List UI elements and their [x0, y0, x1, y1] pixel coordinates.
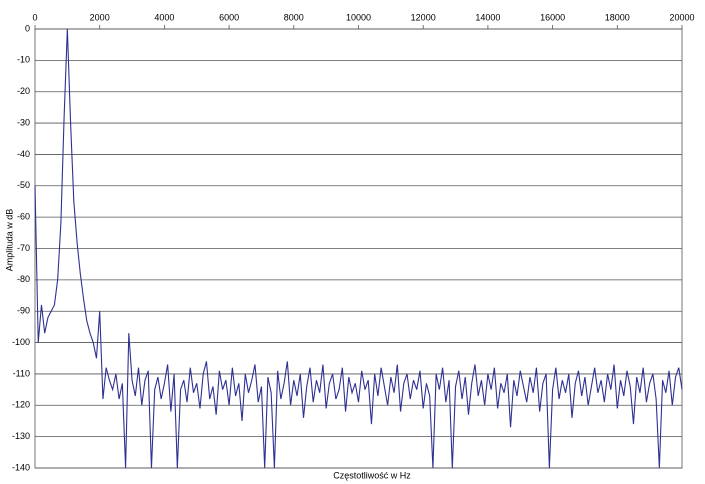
y-tick-label: -10: [17, 55, 30, 65]
y-tick-label: -140: [12, 462, 30, 472]
y-tick-label: -50: [17, 180, 30, 190]
x-tick-label: 2000: [90, 12, 110, 22]
y-tick-label: -60: [17, 212, 30, 222]
y-tick-label: -130: [12, 431, 30, 441]
x-tick-label: 0: [32, 12, 37, 22]
y-tick-label: -70: [17, 243, 30, 253]
y-tick-label: -100: [12, 337, 30, 347]
y-tick-label: 0: [25, 23, 30, 33]
x-axis-label: Częstotliwość w Hz: [333, 470, 411, 480]
x-tick-label: 4000: [154, 12, 174, 22]
y-tick-label: -120: [12, 400, 30, 410]
x-tick-label: 18000: [605, 12, 630, 22]
y-tick-label: -80: [17, 274, 30, 284]
x-tick-label: 8000: [284, 12, 304, 22]
plot-border: [34, 28, 683, 469]
y-tick-label: -90: [17, 306, 30, 316]
y-tick-label: -20: [17, 86, 30, 96]
x-tick-label: 6000: [219, 12, 239, 22]
x-tick-label: 16000: [540, 12, 565, 22]
y-axis-label: Amplituda w dB: [4, 209, 14, 272]
y-tick-label: -40: [17, 149, 30, 159]
y-tick-label: -110: [13, 368, 30, 378]
x-tick-label: 10000: [346, 12, 371, 22]
x-tick-label: 12000: [411, 12, 436, 22]
x-tick-label: 14000: [475, 12, 500, 22]
x-tick-label: 20000: [669, 12, 694, 22]
spectrum-line: [34, 28, 683, 469]
y-tick-label: -30: [17, 117, 30, 127]
